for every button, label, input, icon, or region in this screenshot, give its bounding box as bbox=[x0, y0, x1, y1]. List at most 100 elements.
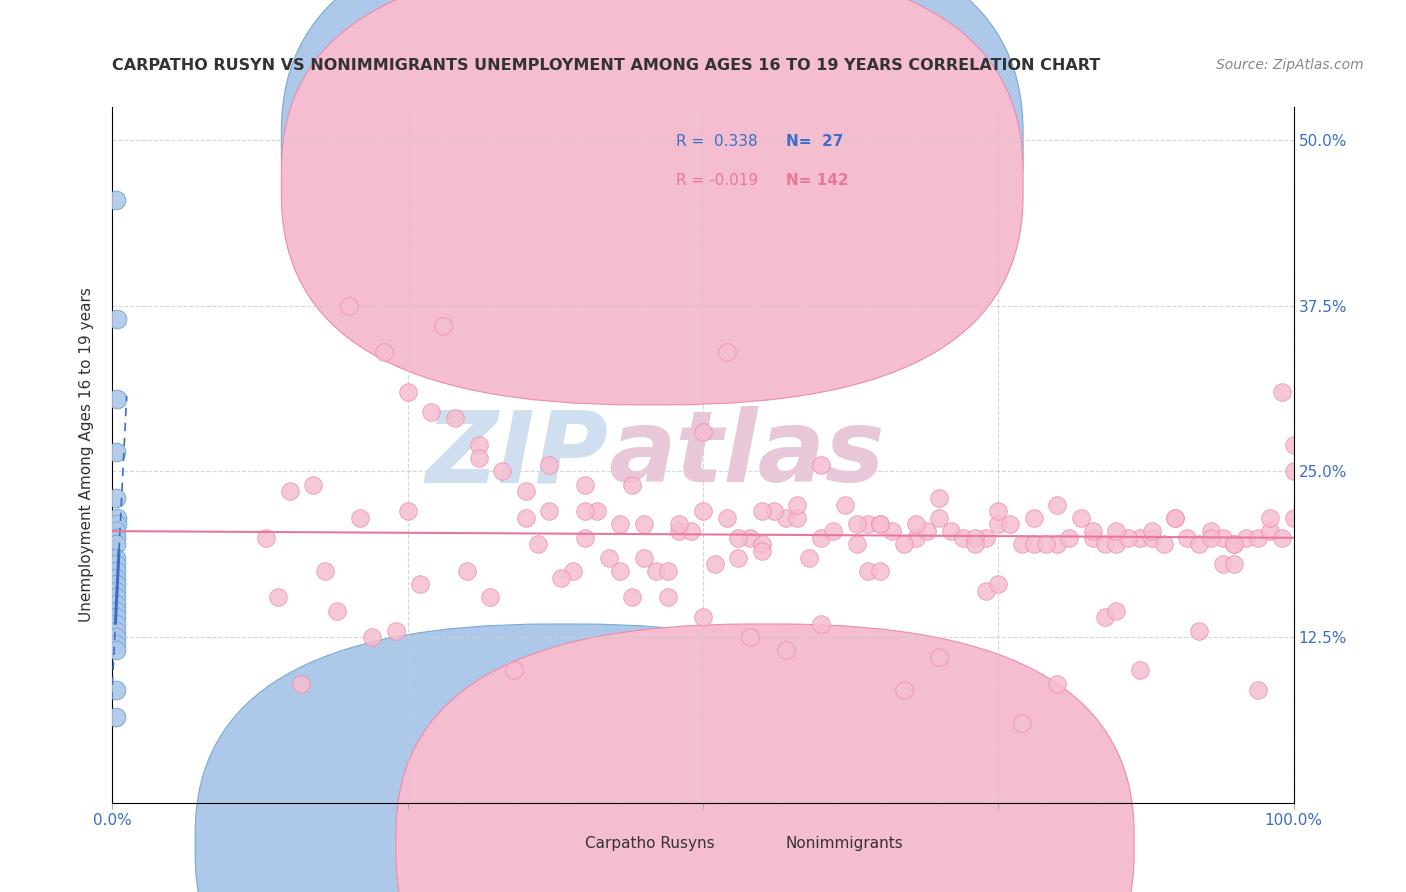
Point bbox=[928, 491, 950, 505]
Point bbox=[1212, 558, 1234, 572]
Point bbox=[963, 531, 986, 545]
Point bbox=[105, 630, 128, 644]
Point bbox=[727, 531, 749, 545]
Point bbox=[105, 564, 128, 578]
Point bbox=[786, 498, 808, 512]
Point bbox=[467, 438, 489, 452]
Point bbox=[538, 504, 561, 518]
Point bbox=[1199, 531, 1222, 545]
Point bbox=[1271, 531, 1294, 545]
Text: N=  27: N= 27 bbox=[786, 135, 844, 149]
Point bbox=[1282, 438, 1305, 452]
Point bbox=[1057, 531, 1080, 545]
Point bbox=[1022, 537, 1045, 551]
Point bbox=[1282, 511, 1305, 525]
Point bbox=[1164, 511, 1187, 525]
Point bbox=[105, 550, 128, 565]
Point bbox=[444, 411, 467, 425]
Point bbox=[644, 564, 666, 578]
Point bbox=[491, 465, 513, 479]
Point bbox=[869, 517, 891, 532]
Point bbox=[538, 458, 561, 472]
Point bbox=[692, 425, 714, 439]
Point bbox=[254, 531, 277, 545]
Point bbox=[515, 484, 537, 499]
Point bbox=[775, 511, 797, 525]
FancyBboxPatch shape bbox=[614, 114, 898, 219]
Point bbox=[810, 616, 832, 631]
Point bbox=[869, 564, 891, 578]
Point bbox=[585, 504, 607, 518]
Point bbox=[1105, 604, 1128, 618]
Point bbox=[105, 312, 128, 326]
Point bbox=[105, 392, 128, 406]
Point bbox=[1247, 531, 1270, 545]
Point bbox=[751, 537, 773, 551]
Text: CARPATHO RUSYN VS NONIMMIGRANTS UNEMPLOYMENT AMONG AGES 16 TO 19 YEARS CORRELATI: CARPATHO RUSYN VS NONIMMIGRANTS UNEMPLOY… bbox=[112, 58, 1101, 73]
Point bbox=[668, 524, 690, 538]
Point bbox=[105, 683, 128, 698]
Point bbox=[928, 650, 950, 665]
Point bbox=[574, 504, 596, 518]
Point bbox=[727, 550, 749, 565]
Point bbox=[1129, 531, 1152, 545]
Point bbox=[703, 558, 725, 572]
Point bbox=[105, 524, 128, 538]
Point bbox=[621, 591, 644, 605]
Point bbox=[893, 683, 915, 698]
Point bbox=[1094, 537, 1116, 551]
Point bbox=[858, 564, 880, 578]
Point bbox=[574, 531, 596, 545]
Point bbox=[1188, 624, 1211, 638]
Point bbox=[550, 570, 572, 584]
Y-axis label: Unemployment Among Ages 16 to 19 years: Unemployment Among Ages 16 to 19 years bbox=[79, 287, 94, 623]
Point bbox=[609, 564, 631, 578]
Point bbox=[1105, 524, 1128, 538]
Point bbox=[479, 591, 502, 605]
Point bbox=[1011, 716, 1033, 731]
Point bbox=[267, 591, 290, 605]
Point bbox=[1129, 663, 1152, 677]
FancyBboxPatch shape bbox=[281, 0, 1024, 405]
FancyBboxPatch shape bbox=[195, 624, 934, 892]
Point bbox=[408, 577, 430, 591]
Point bbox=[503, 663, 526, 677]
Point bbox=[1199, 524, 1222, 538]
Point bbox=[1046, 537, 1069, 551]
Point bbox=[302, 477, 325, 491]
Text: Source: ZipAtlas.com: Source: ZipAtlas.com bbox=[1216, 58, 1364, 72]
Point bbox=[1234, 531, 1257, 545]
Point bbox=[337, 299, 360, 313]
Point bbox=[751, 504, 773, 518]
Point bbox=[385, 624, 408, 638]
Point bbox=[904, 517, 927, 532]
Point bbox=[987, 504, 1010, 518]
Point bbox=[917, 524, 939, 538]
Point bbox=[1140, 524, 1163, 538]
Text: Nonimmigrants: Nonimmigrants bbox=[786, 837, 904, 851]
Point bbox=[373, 345, 395, 359]
Point bbox=[361, 630, 384, 644]
Point bbox=[762, 504, 785, 518]
Point bbox=[609, 517, 631, 532]
Point bbox=[105, 604, 128, 618]
Point bbox=[278, 484, 301, 499]
Point bbox=[105, 558, 128, 572]
Point bbox=[1258, 524, 1281, 538]
Point bbox=[716, 345, 738, 359]
FancyBboxPatch shape bbox=[396, 624, 1135, 892]
Point bbox=[105, 597, 128, 611]
Point bbox=[621, 477, 644, 491]
Point bbox=[515, 511, 537, 525]
Point bbox=[467, 451, 489, 466]
Point bbox=[574, 477, 596, 491]
Point bbox=[845, 517, 868, 532]
Point bbox=[1282, 465, 1305, 479]
Point bbox=[858, 517, 880, 532]
Point bbox=[668, 517, 690, 532]
Point bbox=[105, 193, 128, 207]
Point bbox=[893, 537, 915, 551]
Point bbox=[105, 643, 128, 657]
Point bbox=[1271, 384, 1294, 399]
Point bbox=[396, 384, 419, 399]
